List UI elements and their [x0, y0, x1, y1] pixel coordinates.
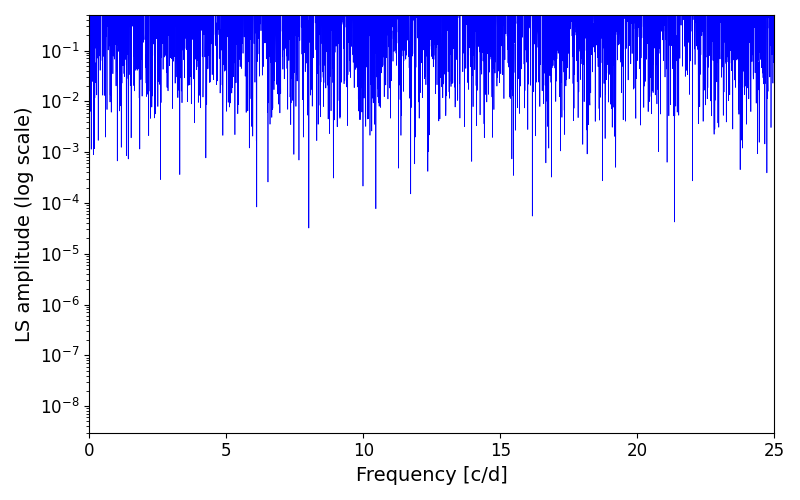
Y-axis label: LS amplitude (log scale): LS amplitude (log scale)	[15, 106, 34, 342]
X-axis label: Frequency [c/d]: Frequency [c/d]	[356, 466, 508, 485]
